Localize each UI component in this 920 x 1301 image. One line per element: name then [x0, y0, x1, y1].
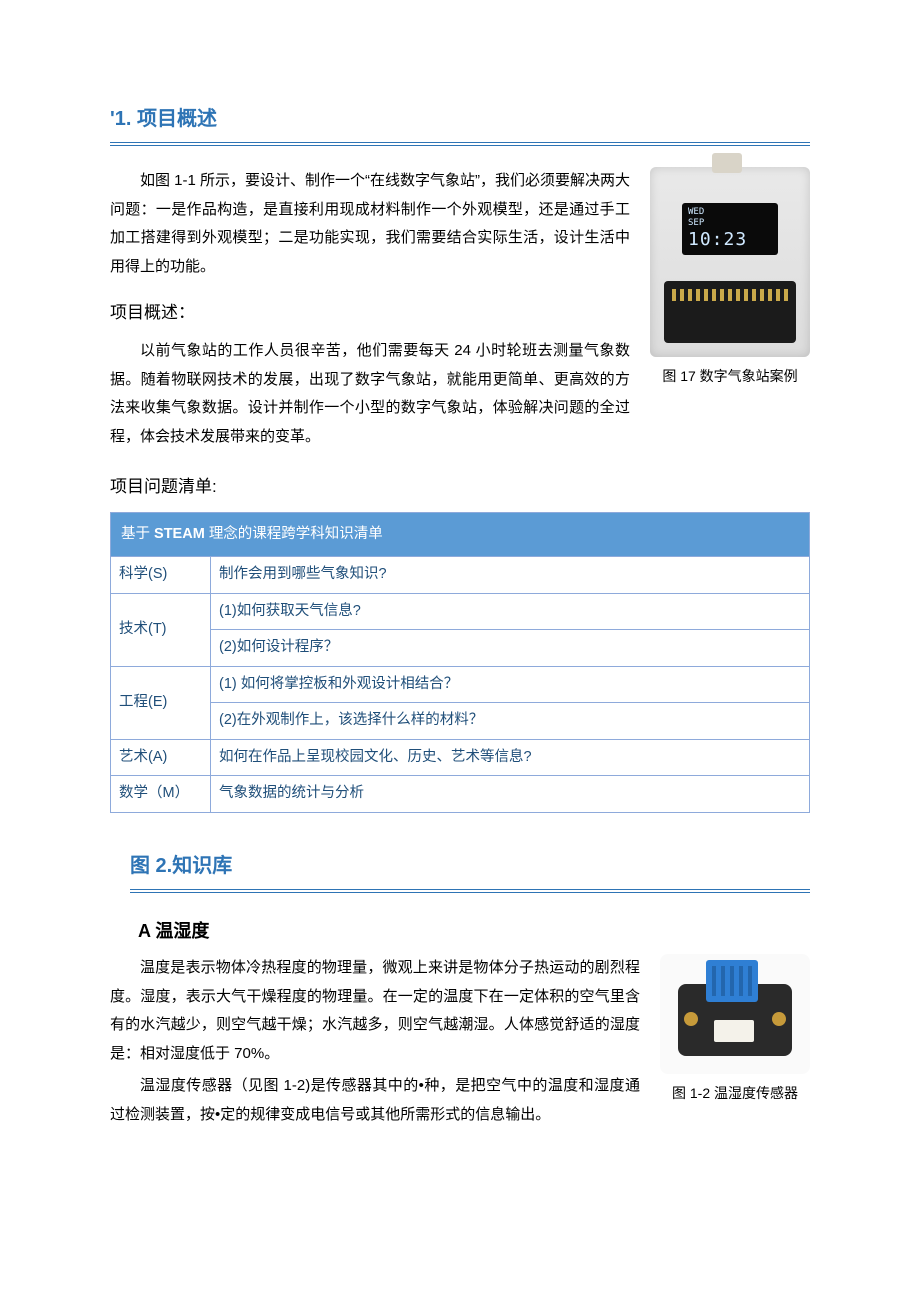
figure1-caption: 图 17 数字气象站案例 [662, 363, 797, 390]
table-row: 科学(S)制作会用到哪些气象知识? [111, 557, 810, 594]
figure2-col: 图 1-2 温湿度传感器 [660, 954, 810, 1107]
device-screen-line2: SEP [688, 218, 772, 229]
steam-header-cell: 基于 STEAM 理念的课程跨学科知识清单 [111, 512, 810, 557]
overview-body: 以前气象站的工作人员很辛苦，他们需要每天 24 小时轮班去测量气象数据。随着物联… [110, 337, 630, 451]
section1-heading: '1. 项目概述 [110, 100, 810, 143]
steam-row-label: 数学（M） [111, 776, 211, 813]
table-row: 技术(T)(1)如何获取天气信息? [111, 593, 810, 630]
steam-row-content: (1) 如何将掌控板和外观设计相结合？ [211, 666, 810, 703]
steam-header-suffix: 理念的课程跨学科知识清单 [209, 526, 383, 542]
table-row: 工程(E)(1) 如何将掌控板和外观设计相结合？ [111, 666, 810, 703]
section2-heading: 图 2.知识库 [130, 847, 810, 890]
steam-row-content: (2)如何设计程序？ [211, 630, 810, 667]
table-row: (2)在外观制作上，该选择什么样的材料？ [111, 703, 810, 740]
steam-row-label: 科学(S) [111, 557, 211, 594]
figure1-col: WED SEP 10:23 图 17 数字气象站案例 [650, 167, 810, 390]
steam-row-content: 如何在作品上呈现校园文化、历史、艺术等信息? [211, 739, 810, 776]
section1-row: 如图 1-1 所示，要设计、制作一个“在线数字气象站”，我们必须要解决两大问题：… [110, 167, 810, 455]
device-screen: WED SEP 10:23 [682, 203, 778, 255]
device-screen-line1: WED [688, 207, 772, 218]
section2-row: 温度是表示物体冷热程度的物理量，微观上来讲是物体分子热运动的剧烈程度。湿度，表示… [110, 954, 810, 1133]
table-row: 艺术(A)如何在作品上呈现校园文化、历史、艺术等信息? [111, 739, 810, 776]
overview-heading: 项目概述： [110, 297, 630, 329]
section2-sub-a: A 温湿度 [138, 914, 810, 948]
question-list-heading: 项目问题清单: [110, 471, 810, 503]
section1-text-col: 如图 1-1 所示，要设计、制作一个“在线数字气象站”，我们必须要解决两大问题：… [110, 167, 630, 455]
figure2-caption: 图 1-2 温湿度传感器 [672, 1080, 798, 1107]
figure1-device-image: WED SEP 10:23 [650, 167, 810, 357]
steam-row-label: 工程(E) [111, 666, 211, 739]
steam-row-label: 艺术(A) [111, 739, 211, 776]
device-screen-time: 10:23 [688, 229, 772, 251]
steam-row-content: 制作会用到哪些气象知识? [211, 557, 810, 594]
steam-row-content: (1)如何获取天气信息? [211, 593, 810, 630]
steam-row-content: 气象数据的统计与分析 [211, 776, 810, 813]
figure2-sensor-image [660, 954, 810, 1074]
section2-para2: 温湿度传感器（见图 1-2)是传感器其中的•种，是把空气中的温度和湿度通过检测装… [110, 1072, 640, 1129]
table-row: (2)如何设计程序？ [111, 630, 810, 667]
section2-para1: 温度是表示物体冷热程度的物理量，微观上来讲是物体分子热运动的剧烈程度。湿度，表示… [110, 954, 640, 1068]
steam-header-bold: STEAM [154, 526, 209, 542]
steam-header-prefix: 基于 [121, 526, 154, 542]
steam-row-content: (2)在外观制作上，该选择什么样的材料？ [211, 703, 810, 740]
steam-table: 基于 STEAM 理念的课程跨学科知识清单 科学(S)制作会用到哪些气象知识?技… [110, 512, 810, 813]
steam-row-label: 技术(T) [111, 593, 211, 666]
section2-text-col: 温度是表示物体冷热程度的物理量，微观上来讲是物体分子热运动的剧烈程度。湿度，表示… [110, 954, 640, 1133]
steam-header-row: 基于 STEAM 理念的课程跨学科知识清单 [111, 512, 810, 557]
table-row: 数学（M）气象数据的统计与分析 [111, 776, 810, 813]
section1-intro: 如图 1-1 所示，要设计、制作一个“在线数字气象站”，我们必须要解决两大问题：… [110, 167, 630, 281]
